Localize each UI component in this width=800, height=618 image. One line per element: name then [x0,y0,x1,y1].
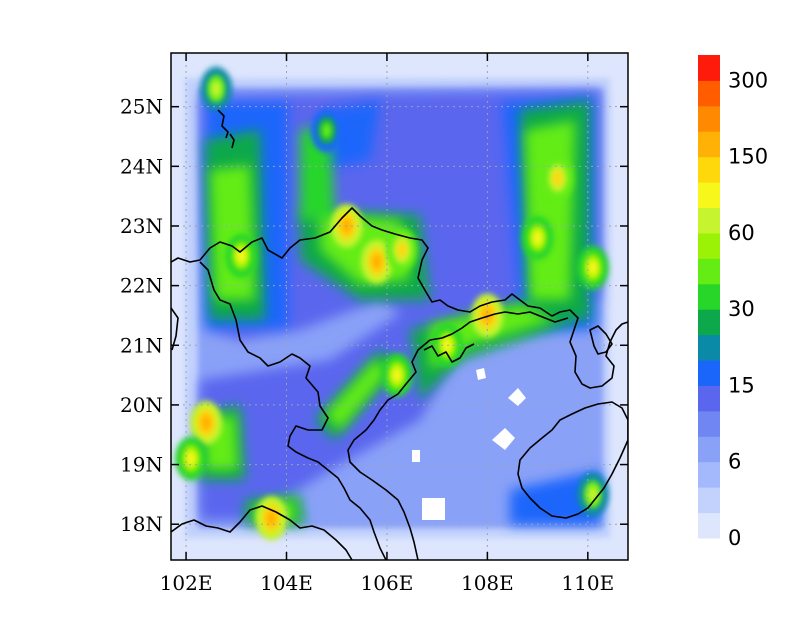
colorbar-segment-18 [698,55,720,81]
hotspot-7 [541,156,574,201]
colorbar-label: 150 [728,145,768,169]
coast-tonkin [347,339,431,560]
map-plot-area [171,53,628,560]
colorbar-segment-4 [698,410,720,437]
y-tick-label: 22N [120,274,163,298]
border-southwest [171,307,179,351]
colorbar-segment-6 [698,360,720,386]
x-tick-label: 104E [260,571,313,595]
y-axis: 18N 19N 20N 21N 22N 23N 24N 25N [120,95,628,536]
colorbar-segment-12 [698,207,720,234]
border-laos-thailand [171,505,353,560]
y-tick-label: 24N [120,154,163,178]
x-axis: 102E 104E 106E 108E 110E [160,53,614,595]
map-gridlines [171,53,628,560]
hotspot-6 [471,293,504,338]
colorbar-segment-0 [698,512,720,539]
colorbar-segment-9 [698,283,720,310]
x-tick-label: 102E [160,571,213,595]
hotspot-0 [190,400,223,445]
plot-frame [170,52,629,561]
colorbar-segment-17 [698,80,720,107]
colorbar: 0 6 15 30 60 150 300 [698,55,768,550]
colorbar-segment-14 [698,156,720,183]
colorbar-segment-15 [698,131,720,158]
hotspot-5 [386,227,419,272]
colorbar-segment-2 [698,461,720,488]
island-small [229,133,235,149]
hainan-island [517,401,628,519]
hotspot-11 [380,353,413,398]
hotspot-1 [175,436,208,481]
colorbar-segment-16 [698,105,720,132]
colorbar-segment-5 [698,385,720,412]
hotspot-2 [255,496,288,541]
leizhou-peninsula [589,325,613,355]
hotspot-10 [225,233,258,278]
hotspot-9 [576,245,609,290]
y-tick-label: 25N [120,95,163,119]
x-tick-label: 110E [561,571,614,595]
hotspot-4 [360,239,393,284]
colorbar-label: 30 [728,297,755,321]
y-tick-label: 21N [120,333,163,357]
colorbar-label: 15 [728,373,755,397]
colorbar-segment-8 [698,309,720,336]
coast-guangxi [429,311,569,341]
hotspot-13 [576,472,609,517]
colorbar-label: 0 [728,526,741,550]
y-tick-label: 20N [120,393,163,417]
colorbar-label: 300 [728,68,768,92]
colorbar-segment-3 [698,436,720,463]
islands-north [217,109,229,139]
hotspot-15 [310,108,343,153]
colorbar-segment-13 [698,182,720,209]
border-china-north [171,207,628,389]
zero-patches [412,368,526,520]
hotspot-14 [200,66,233,111]
gulf-islands [423,343,475,363]
hotspot-8 [521,215,554,260]
colorbar-label: 6 [728,450,741,474]
y-tick-label: 19N [120,453,163,477]
x-tick-label: 108E [461,571,514,595]
colorbar-segment-7 [698,334,720,361]
y-tick-label: 23N [120,214,163,238]
y-tick-label: 18N [120,512,163,536]
colorbar-segment-1 [698,487,720,514]
colorbar-label: 60 [728,221,755,245]
colorbar-segment-10 [698,258,720,285]
border-laos-vietnam [199,261,387,560]
x-tick-label: 106E [361,571,414,595]
coastlines-and-borders [171,109,628,560]
colorbar-segment-11 [698,232,720,259]
